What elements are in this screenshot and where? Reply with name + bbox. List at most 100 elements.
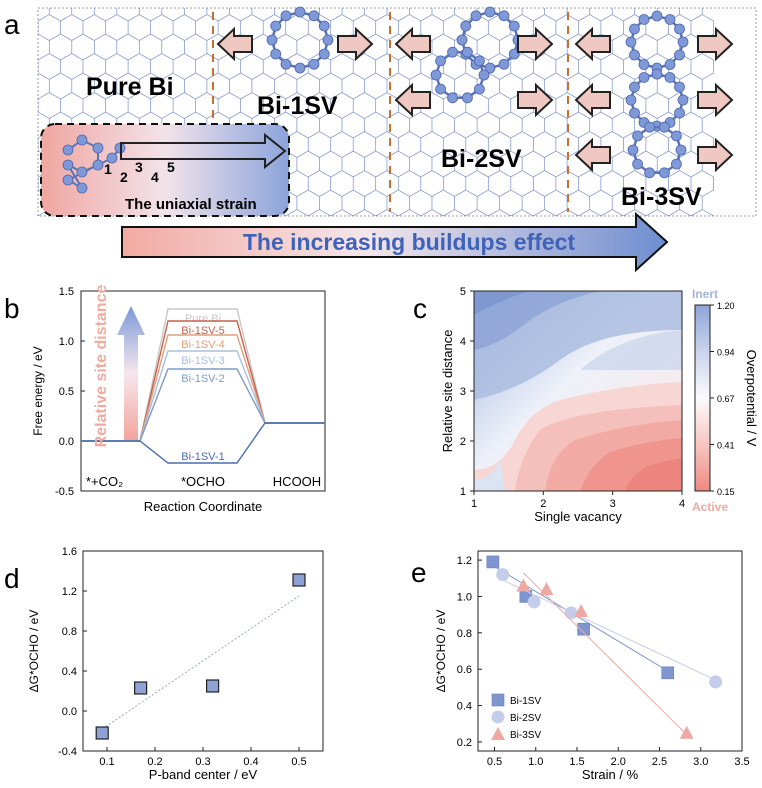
bi-atom-icon <box>318 20 330 32</box>
right-arrow-icon <box>697 26 734 62</box>
svg-text:2: 2 <box>120 169 128 185</box>
step-label-ocho: *OCHO <box>181 474 225 489</box>
step-label-co2: *+CO₂ <box>86 474 123 489</box>
colorbar-tick-label: 0.67 <box>717 394 735 404</box>
bi-atom-icon <box>484 62 496 74</box>
bi-atom-icon <box>498 10 510 22</box>
colorbar-ticks: 0.15 0.41 0.67 0.94 1.20 <box>710 301 735 497</box>
colorbar-tick-label: 0.15 <box>717 487 735 497</box>
y-axis-title: Relative site distance <box>440 330 455 453</box>
data-point-bi-2sv <box>496 568 510 582</box>
right-arrow-icon <box>337 26 374 62</box>
y-tick-label: 1.2 <box>62 586 77 598</box>
site-numbers: 1 2 3 4 5 <box>104 159 175 185</box>
y-tick-label: -0.5 <box>55 486 74 498</box>
bi-atom-icon <box>294 6 306 18</box>
y-tick-label: 1 <box>460 486 466 498</box>
data-point-bi-2sv <box>527 595 541 609</box>
y-tick-label: 1.2 <box>457 555 472 567</box>
bi-atom-icon <box>674 49 685 61</box>
bi-atom-icon <box>62 144 74 156</box>
bi-atom-icon <box>76 182 88 194</box>
data-point-bi-1sv <box>661 666 675 680</box>
bi-atom-icon <box>625 94 637 106</box>
y-tick-label: 1.0 <box>457 591 472 603</box>
bi-atom-icon <box>671 130 682 142</box>
axes: 0.1 0.2 0.3 0.4 0.5 -0.4 0.0 0.4 0.8 1.2 1.6 <box>58 546 307 768</box>
panel-label-e: e <box>411 557 427 588</box>
x-axis-title: Reaction Coordinate <box>144 499 263 514</box>
left-arrow-icon <box>574 137 611 173</box>
legend-marker-bi-3sv <box>491 727 505 740</box>
x-tick-label: 2.5 <box>652 756 667 768</box>
y-tick-label: 2 <box>460 436 466 448</box>
bi-atom-icon <box>629 49 640 61</box>
strain-arrows <box>216 26 734 173</box>
y-axis-title: Free energy / eV <box>31 346 45 435</box>
colorbar-tick-label: 0.41 <box>717 441 735 451</box>
y-tick-label: 1.6 <box>62 546 77 558</box>
bi-atom-icon <box>508 48 520 60</box>
schematic-panel: Pure Bi Bi-1SV Bi-2SV Bi-3SV 1 2 3 4 5 T… <box>37 6 757 273</box>
left-arrow-icon <box>394 26 431 62</box>
bi-atom-icon <box>674 107 685 119</box>
bi-atom-icon <box>462 92 473 104</box>
data-point-bi-1sv <box>577 622 590 636</box>
bi-atom-icon <box>474 83 485 95</box>
fit-line-bi-3sv <box>523 572 688 735</box>
data-point-bi-2sv <box>564 606 578 620</box>
bi-atom-icon <box>76 166 88 178</box>
x-tick-label: 2 <box>540 498 546 510</box>
bi-atom-icon <box>625 36 637 48</box>
bi-atom-icon <box>664 59 676 70</box>
bi-atom-icon <box>659 121 670 133</box>
y-tick-label: 0.4 <box>62 666 77 678</box>
bi-atom-icon <box>651 10 663 22</box>
bi-atom-icon <box>674 23 685 35</box>
y-tick-label: 5 <box>460 286 466 298</box>
bi-atom-icon <box>498 58 510 70</box>
data-point <box>292 573 306 587</box>
bi-atom-icon <box>308 10 320 22</box>
bi-atom-icon <box>644 167 655 179</box>
legend-label: Bi-2SV <box>510 713 541 724</box>
y-tick-label: 0.6 <box>457 664 472 676</box>
colorbar-top-label: Inert <box>692 287 718 301</box>
bi-atom-icon <box>484 6 496 18</box>
bi-atom-icon <box>456 34 468 46</box>
bi-atom-icon <box>62 174 74 186</box>
bi-atom-icon <box>280 58 292 70</box>
data-point-bi-3sv <box>516 578 531 592</box>
x-tick-label: 0.2 <box>147 756 162 768</box>
x-tick-label: 0.1 <box>99 756 114 768</box>
heatmap-axes: 1 2 3 4 1 2 3 4 5 <box>460 286 685 510</box>
x-tick-label: 0.5 <box>487 756 502 768</box>
y-tick-label: 4 <box>460 336 466 348</box>
bi-atom-icon <box>638 14 650 25</box>
y-tick-label: 1.5 <box>59 286 74 298</box>
right-arrow-icon <box>697 82 734 118</box>
y-tick-label: 0.4 <box>457 701 472 713</box>
y-tick-label: 1.0 <box>59 336 74 348</box>
divider-lines <box>212 12 569 212</box>
axes: 0.5 1.0 1.5 2.0 2.5 3.0 3.5 0.2 0.4 0.6 0.8 1.0 1.2 <box>457 555 750 768</box>
left-arrow-icon <box>394 82 431 118</box>
x-tick-label: 3.0 <box>693 756 708 768</box>
strain-scatter-chart: 0.5 1.0 1.5 2.0 2.5 3.0 3.50.20.40.60.81.01.2 … <box>434 550 750 782</box>
bi-atom-icon <box>675 144 687 156</box>
x-tick-label: 4 <box>679 498 685 510</box>
bi-atom-icon <box>659 167 670 179</box>
legend-label: Bi-1SV <box>510 696 541 707</box>
x-tick-label: 1 <box>471 498 477 510</box>
x-tick-label: 0.4 <box>243 756 258 768</box>
x-axis-title: Single vacancy <box>534 509 622 524</box>
data-point <box>95 726 109 740</box>
data-series <box>486 555 723 739</box>
bi-atom-icon <box>270 20 282 32</box>
series-label: Bi-1SV-3 <box>181 355 224 367</box>
svg-text:5: 5 <box>167 159 175 175</box>
bi-atom-icon <box>447 92 458 104</box>
bi-atom-icon <box>638 59 650 70</box>
series-label: Bi-1SV-2 <box>181 373 224 385</box>
y-axis-title: ΔG*OCHO / eV <box>27 610 41 693</box>
